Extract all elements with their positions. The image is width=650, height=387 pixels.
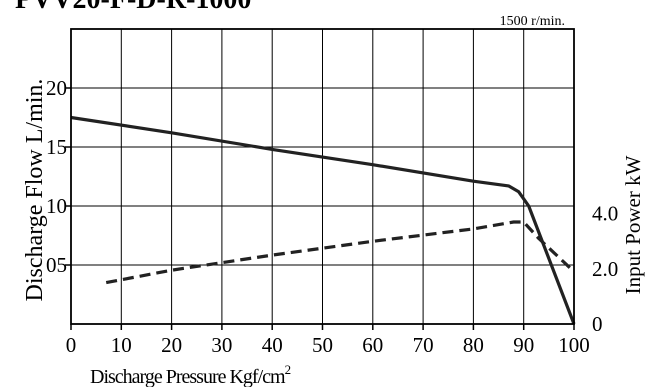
x-tick-label: 60 [362,333,383,357]
x-axis-label-text: Discharge Pressure Kgf/cm [90,366,286,387]
right-y-tick-label: 4.0 [592,202,618,226]
left-y-tick-labels: 05 10 15 20 [46,76,71,277]
left-y-tick-label: 10 [46,194,67,218]
x-tick-label: 50 [312,333,333,357]
speed-note: 1500 r/min. [500,14,565,29]
x-tick-label: 100 [558,333,590,357]
right-y-tick-label: 0 [592,312,603,336]
left-y-axis-label: Discharge Flow L/min. [22,79,48,302]
discharge-flow-line [70,115,576,325]
x-tick-label: 80 [463,333,484,357]
x-tick-labels: 0 10 20 30 40 50 60 70 80 90 100 [66,324,590,357]
right-y-axis-label: Input Power kW [621,155,645,294]
x-tick-label: 20 [161,333,182,357]
input-power-line [105,220,576,285]
left-y-tick-label: 15 [46,135,67,159]
series-group [70,115,576,325]
x-tick-label: 0 [66,333,77,357]
x-tick-label: 30 [211,333,232,357]
x-tick-label: 70 [413,333,434,357]
left-y-tick-label: 05 [46,253,67,277]
left-y-tick-label: 20 [46,76,67,100]
grid [70,29,575,324]
x-tick-label: 10 [111,333,132,357]
right-y-tick-labels: 0 2.0 4.0 [592,202,618,336]
right-y-tick-label: 2.0 [592,257,618,281]
x-axis-label-superscript: 2 [285,362,291,377]
x-tick-label: 40 [262,333,283,357]
x-axis-label: Discharge Pressure Kgf/cm2 [90,362,291,387]
x-tick-label: 90 [513,333,534,357]
